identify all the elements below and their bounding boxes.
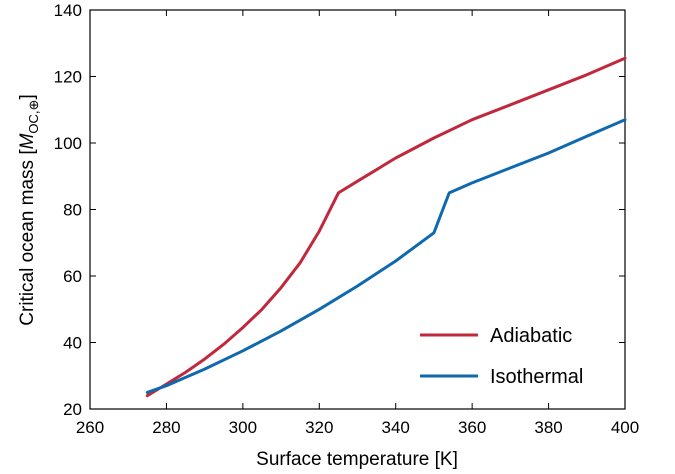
y-axis-title-subscript: OC,⊕: [26, 100, 41, 134]
series-line-adiabatic: [145, 56, 627, 398]
x-tick-label: 360: [458, 418, 486, 437]
y-tick-label: 20: [63, 400, 82, 419]
y-tick-label: 100: [54, 134, 82, 153]
x-tick-label: 380: [534, 418, 562, 437]
axis-ticks: 260 280 300 320 340 360 380 400 20 40 60 80 100 120 14…: [54, 1, 640, 437]
x-tick-label: 260: [76, 418, 104, 437]
series-lines: [145, 56, 627, 398]
y-tick-label: 120: [54, 68, 82, 87]
y-axis-title-suffix: ]: [17, 94, 38, 99]
y-tick-label: 40: [63, 334, 82, 353]
y-axis-title: Critical ocean mass [MOC,⊕]: [17, 94, 41, 325]
legend: Adiabatic Isothermal: [420, 325, 583, 388]
series-line-isothermal: [145, 118, 627, 394]
legend-label-adiabatic: Adiabatic: [490, 325, 572, 347]
x-tick-label: 320: [305, 418, 333, 437]
y-tick-label: 80: [63, 201, 82, 220]
plot-frame: [89, 9, 626, 410]
x-tick-label: 280: [152, 418, 180, 437]
x-tick-label: 400: [611, 418, 639, 437]
y-tick-label: 60: [63, 267, 82, 286]
y-axis-title-prefix: Critical ocean mass [: [17, 149, 38, 326]
x-axis-title: Surface temperature [K]: [256, 449, 458, 470]
y-axis-title-symbol: M: [17, 133, 38, 149]
legend-label-isothermal: Isothermal: [490, 366, 583, 388]
x-tick-label: 300: [229, 418, 257, 437]
y-tick-label: 140: [54, 1, 82, 20]
x-tick-label: 340: [382, 418, 410, 437]
